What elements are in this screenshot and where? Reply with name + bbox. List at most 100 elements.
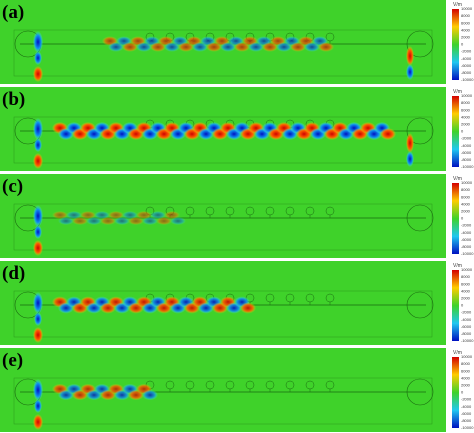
colorbar-tick: 4000	[461, 27, 471, 32]
colorbar-unit: V/m	[453, 350, 462, 356]
field-lobe	[406, 133, 414, 153]
field-lobe	[34, 399, 42, 413]
colorbar-tick: -8000	[461, 244, 472, 249]
colorbar-tick: 10000	[461, 6, 473, 11]
colorbar-tick: 8000	[461, 100, 471, 105]
colorbar-unit: V/m	[453, 263, 462, 269]
colorbar-tick: 10000	[461, 354, 473, 359]
colorbar	[452, 9, 459, 80]
colorbar-unit: V/m	[453, 176, 462, 182]
field-lobe	[122, 211, 138, 219]
field-lobe	[33, 153, 43, 169]
field-lobe	[406, 64, 414, 80]
colorbar-tick: -8000	[461, 157, 472, 162]
colorbar-tick: -6000	[461, 63, 472, 68]
colorbar-tick: -4000	[461, 56, 472, 61]
colorbar-tick: 10000	[461, 180, 473, 185]
colorbar-tick: 2000	[461, 34, 471, 39]
colorbar-tick: -10000	[461, 77, 474, 82]
field-lobe	[33, 327, 43, 343]
field-lobe	[33, 414, 43, 430]
frame	[13, 203, 433, 251]
colorbar-tick: -6000	[461, 411, 472, 416]
panel-label: (b)	[2, 89, 25, 110]
panel-label: (a)	[2, 2, 24, 23]
colorbar-bg	[446, 261, 474, 345]
panel-label: (d)	[2, 263, 25, 284]
colorbar-tick: 0	[461, 303, 464, 308]
field-lobe	[58, 217, 74, 225]
field-lobe	[240, 302, 256, 314]
field-lobe	[33, 66, 43, 82]
colorbar-tick: 0	[461, 216, 464, 221]
field-lobe	[34, 51, 42, 65]
colorbar-tick: 2000	[461, 295, 471, 300]
colorbar-tick: 8000	[461, 361, 471, 366]
field-lobe	[156, 217, 172, 225]
colorbar-bg	[446, 0, 474, 84]
colorbar-tick: -8000	[461, 70, 472, 75]
field-lobe	[86, 217, 102, 225]
field-lobe	[33, 379, 43, 401]
field-lobe	[380, 128, 396, 140]
field-lobe	[406, 46, 414, 66]
field-lobe	[150, 211, 166, 219]
colorbar-tick: 8000	[461, 274, 471, 279]
colorbar-unit: V/m	[453, 89, 462, 95]
colorbar-tick: -6000	[461, 150, 472, 155]
colorbar-tick: -6000	[461, 324, 472, 329]
colorbar-tick: 8000	[461, 187, 471, 192]
field-lobe	[108, 211, 124, 219]
field-lobe	[34, 225, 42, 239]
colorbar-tick: 2000	[461, 208, 471, 213]
field-lobe	[66, 211, 82, 219]
colorbar	[452, 183, 459, 254]
colorbar-tick: -2000	[461, 49, 472, 54]
colorbar-tick: -10000	[461, 164, 474, 169]
port	[406, 291, 434, 319]
colorbar-tick: -10000	[461, 425, 474, 430]
colorbar-tick: 6000	[461, 107, 471, 112]
colorbar-tick: 2000	[461, 382, 471, 387]
field-lobe	[318, 42, 334, 52]
frame	[13, 29, 433, 77]
field-lobe	[33, 31, 43, 53]
colorbar-tick: 6000	[461, 20, 471, 25]
field-lobe	[80, 211, 96, 219]
field-lobe	[100, 217, 116, 225]
colorbar-tick: 2000	[461, 121, 471, 126]
colorbar-tick: 0	[461, 42, 464, 47]
field-lobe	[33, 292, 43, 314]
colorbar-tick: 6000	[461, 194, 471, 199]
port	[406, 117, 434, 145]
colorbar-bg	[446, 348, 474, 432]
colorbar-bg	[446, 87, 474, 171]
colorbar-tick: -4000	[461, 317, 472, 322]
colorbar-tick: 10000	[461, 93, 473, 98]
field-lobe	[406, 151, 414, 167]
field-lobe	[34, 312, 42, 326]
colorbar-tick: -2000	[461, 397, 472, 402]
colorbar-tick: 4000	[461, 201, 471, 206]
colorbar-tick: -4000	[461, 143, 472, 148]
colorbar-unit: V/m	[453, 2, 462, 8]
colorbar	[452, 270, 459, 341]
colorbar-tick: -10000	[461, 251, 474, 256]
field-lobe	[136, 211, 152, 219]
field-lobe	[33, 240, 43, 256]
colorbar-tick: -8000	[461, 331, 472, 336]
field-lobe	[34, 138, 42, 152]
colorbar	[452, 96, 459, 167]
colorbar-tick: -2000	[461, 136, 472, 141]
field-lobe	[164, 211, 180, 219]
field-lobe	[94, 211, 110, 219]
frame	[13, 377, 433, 425]
colorbar-tick: 0	[461, 390, 464, 395]
colorbar-tick: -4000	[461, 404, 472, 409]
colorbar-tick: 0	[461, 129, 464, 134]
